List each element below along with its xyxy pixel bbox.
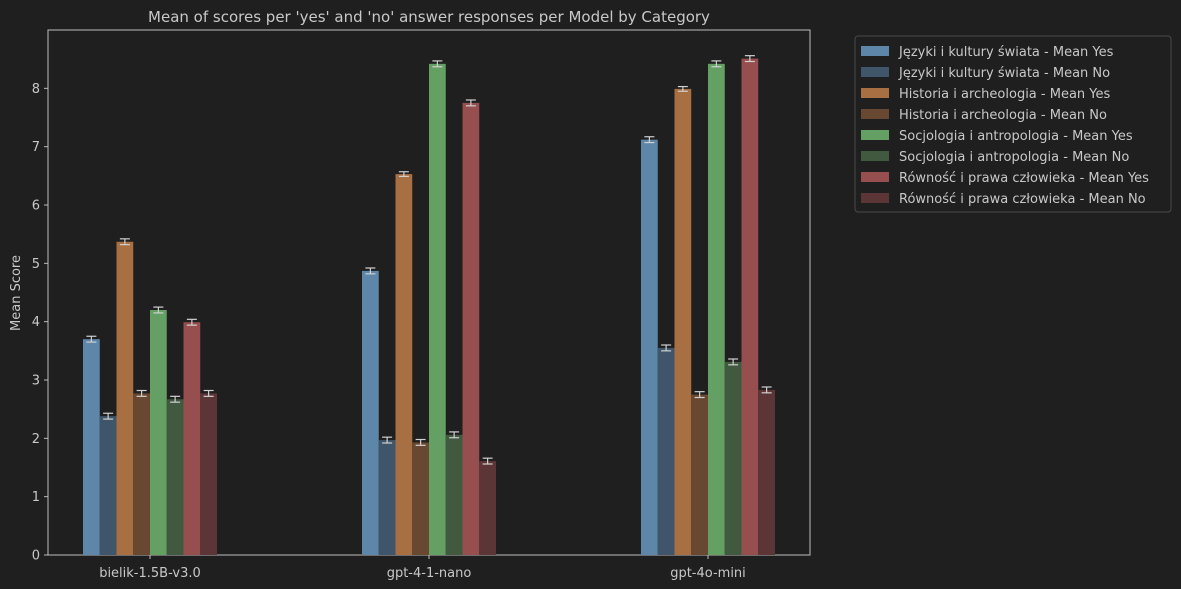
- legend-swatch: [861, 172, 889, 182]
- error-bar: [203, 389, 214, 397]
- bar: [674, 88, 692, 556]
- y-tick-label: 7: [32, 140, 40, 155]
- bar: [741, 58, 759, 555]
- legend-entry: Języki i kultury świata - Mean Yes: [898, 45, 1114, 60]
- bar: [429, 63, 446, 555]
- chart-title: Mean of scores per 'yes' and 'no' answer…: [148, 8, 710, 26]
- y-axis-label: Mean Score: [9, 255, 24, 331]
- error-bar: [728, 358, 739, 366]
- error-bar: [103, 412, 114, 420]
- error-bar: [465, 99, 476, 107]
- legend-entry: Socjologia i antropologia - Mean Yes: [899, 129, 1133, 144]
- error-bar: [661, 344, 672, 352]
- y-tick-label: 2: [32, 432, 40, 447]
- error-bar: [119, 238, 130, 246]
- error-bar: [398, 171, 409, 178]
- y-tick-label: 5: [32, 257, 40, 272]
- legend-swatch: [861, 67, 889, 77]
- error-bar: [744, 55, 755, 63]
- bar: [445, 434, 463, 555]
- bar: [183, 322, 201, 555]
- legend-swatch: [861, 109, 889, 119]
- bar: [116, 241, 134, 555]
- legend-swatch: [861, 46, 889, 56]
- legend-entry: Socjologia i antropologia - Mean No: [899, 150, 1129, 165]
- x-tick-label: gpt-4-1-nano: [387, 566, 472, 581]
- legend-box: [854, 35, 1172, 213]
- error-bar: [186, 318, 197, 326]
- bar: [479, 461, 496, 555]
- legend-entry: Równość i prawa człowieka - Mean Yes: [899, 171, 1149, 186]
- bar: [150, 310, 167, 555]
- bar: [691, 394, 708, 555]
- error-bar: [449, 431, 460, 439]
- error-bar: [170, 395, 181, 403]
- error-bar: [382, 436, 393, 444]
- bar: [641, 139, 658, 555]
- y-tick-label: 4: [32, 315, 40, 330]
- bar: [395, 174, 413, 556]
- error-bar: [677, 85, 688, 92]
- y-tick-label: 8: [32, 82, 40, 97]
- bar: [758, 389, 775, 555]
- error-bar: [711, 60, 722, 68]
- error-bar: [415, 438, 426, 446]
- x-tick-label: gpt-4o-mini: [670, 566, 746, 581]
- bar: [657, 347, 675, 555]
- bar: [83, 339, 100, 555]
- legend-swatch: [861, 151, 889, 161]
- y-tick-label: 3: [32, 374, 40, 389]
- bar: [708, 63, 725, 555]
- legend-swatch: [861, 130, 889, 140]
- bar: [133, 393, 150, 555]
- error-bar: [432, 60, 443, 68]
- bar: [200, 393, 217, 555]
- bar: [724, 361, 742, 555]
- error-bar: [136, 389, 147, 397]
- error-bar: [86, 335, 97, 343]
- y-tick-label: 6: [32, 199, 40, 214]
- error-bar: [694, 391, 705, 399]
- y-tick-label: 1: [32, 490, 40, 505]
- error-bar: [365, 267, 376, 275]
- y-tick-label: 0: [32, 549, 40, 564]
- legend-entry: Języki i kultury świata - Mean No: [898, 66, 1110, 81]
- bar: [166, 399, 184, 555]
- bar: [362, 270, 379, 555]
- legend-entry: Równość i prawa człowieka - Mean No: [899, 192, 1146, 207]
- bar: [412, 442, 429, 555]
- bar: [99, 416, 117, 555]
- legend: Języki i kultury świata - Mean Yes Języki…: [854, 35, 1172, 213]
- legend-entry: Historia i archeologia - Mean No: [899, 108, 1107, 123]
- error-bar: [482, 457, 493, 465]
- bar: [462, 102, 480, 556]
- legend-entry: Historia i archeologia - Mean Yes: [899, 87, 1110, 102]
- error-bar: [153, 306, 164, 314]
- bar: [378, 440, 396, 555]
- legend-swatch: [861, 193, 889, 203]
- error-bar: [761, 386, 772, 394]
- x-tick-label: bielik-1.5B-v3.0: [99, 566, 201, 581]
- legend-swatch: [861, 88, 889, 98]
- error-bar: [644, 136, 655, 144]
